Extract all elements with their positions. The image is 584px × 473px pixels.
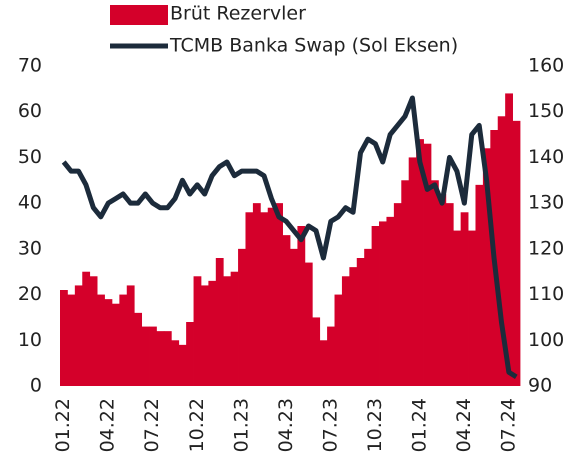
bar bbox=[200, 285, 209, 386]
bar bbox=[60, 290, 68, 386]
y2-tick-label: 130 bbox=[528, 192, 564, 214]
bar bbox=[238, 248, 246, 386]
bar bbox=[119, 294, 128, 386]
bar bbox=[186, 322, 194, 386]
bar bbox=[475, 184, 484, 386]
bar bbox=[252, 203, 261, 386]
bar bbox=[178, 344, 187, 386]
bar bbox=[401, 180, 410, 386]
bar bbox=[290, 248, 298, 386]
bar bbox=[126, 285, 135, 386]
x-tick-label: 04.23 bbox=[275, 398, 297, 452]
bar bbox=[364, 248, 373, 386]
bar bbox=[438, 194, 447, 386]
bar bbox=[379, 221, 387, 386]
bar bbox=[260, 212, 269, 386]
bar bbox=[111, 303, 120, 386]
bar bbox=[149, 326, 157, 386]
bar bbox=[482, 148, 491, 386]
bar bbox=[163, 331, 172, 386]
bar bbox=[275, 203, 283, 386]
bar bbox=[89, 276, 98, 386]
bar bbox=[104, 299, 113, 386]
line bbox=[61, 95, 518, 379]
y-tick-label: 20 bbox=[18, 283, 42, 305]
bar bbox=[341, 276, 350, 386]
bar bbox=[304, 262, 313, 386]
y2-tick-label: 110 bbox=[528, 283, 564, 305]
bar bbox=[416, 139, 424, 386]
y2-tick-label: 150 bbox=[528, 100, 564, 122]
y2-tick-label: 90 bbox=[528, 375, 552, 397]
x-tick-label: 10.23 bbox=[364, 398, 386, 452]
bar bbox=[193, 276, 202, 386]
y-tick-label: 30 bbox=[18, 237, 42, 259]
bar bbox=[282, 235, 291, 386]
bar bbox=[319, 340, 328, 386]
bar bbox=[371, 226, 380, 386]
bar bbox=[141, 326, 150, 386]
bar bbox=[386, 216, 395, 386]
bar bbox=[445, 203, 454, 386]
x-tick-label: 10.22 bbox=[186, 398, 208, 452]
bar bbox=[408, 157, 417, 386]
x-tick-label: 07.23 bbox=[319, 398, 341, 452]
bar bbox=[430, 180, 439, 386]
x-tick-label: 01.24 bbox=[408, 398, 430, 452]
x-tick-label: 04.22 bbox=[97, 398, 119, 452]
bar bbox=[134, 312, 143, 386]
bar bbox=[505, 93, 513, 386]
y-tick-label: 0 bbox=[30, 375, 42, 397]
bar bbox=[208, 280, 217, 386]
bar bbox=[74, 285, 83, 386]
bar bbox=[267, 207, 276, 386]
bar bbox=[245, 212, 254, 386]
bar bbox=[512, 120, 521, 386]
y-tick-label: 10 bbox=[18, 329, 42, 351]
bar bbox=[460, 212, 469, 386]
bar bbox=[468, 230, 476, 386]
x-tick-label: 01.23 bbox=[230, 398, 252, 452]
x-tick-label: 01.22 bbox=[52, 398, 74, 452]
bar bbox=[215, 258, 224, 386]
bar bbox=[453, 230, 462, 386]
bar bbox=[223, 276, 232, 386]
bar bbox=[82, 271, 91, 386]
bar bbox=[356, 258, 365, 386]
bar bbox=[393, 203, 402, 386]
bar bbox=[171, 340, 180, 386]
legend-label: Brüt Rezervler bbox=[170, 3, 306, 25]
legend-swatch bbox=[110, 5, 168, 25]
y2-tick-label: 120 bbox=[528, 237, 564, 259]
bar bbox=[97, 294, 105, 386]
y2-tick-label: 160 bbox=[528, 55, 564, 77]
y-tick-label: 50 bbox=[18, 146, 42, 168]
y2-tick-label: 100 bbox=[528, 329, 564, 351]
bar bbox=[423, 143, 432, 386]
y2-tick-label: 140 bbox=[528, 146, 564, 168]
y-tick-label: 70 bbox=[18, 55, 42, 77]
bar bbox=[230, 271, 239, 386]
bar bbox=[327, 326, 335, 386]
y-tick-label: 40 bbox=[18, 192, 42, 214]
y-tick-label: 60 bbox=[18, 100, 42, 122]
bar bbox=[334, 294, 343, 386]
bar bbox=[297, 226, 306, 386]
bar bbox=[67, 294, 76, 386]
bar bbox=[312, 317, 321, 386]
x-tick-label: 04.24 bbox=[453, 398, 475, 452]
bar bbox=[156, 331, 165, 386]
bar bbox=[497, 116, 506, 387]
legend-label: TCMB Banka Swap (Sol Eksen) bbox=[169, 35, 458, 57]
bar bbox=[349, 267, 358, 386]
x-tick-label: 07.24 bbox=[497, 398, 519, 452]
x-tick-label: 07.22 bbox=[141, 398, 163, 452]
